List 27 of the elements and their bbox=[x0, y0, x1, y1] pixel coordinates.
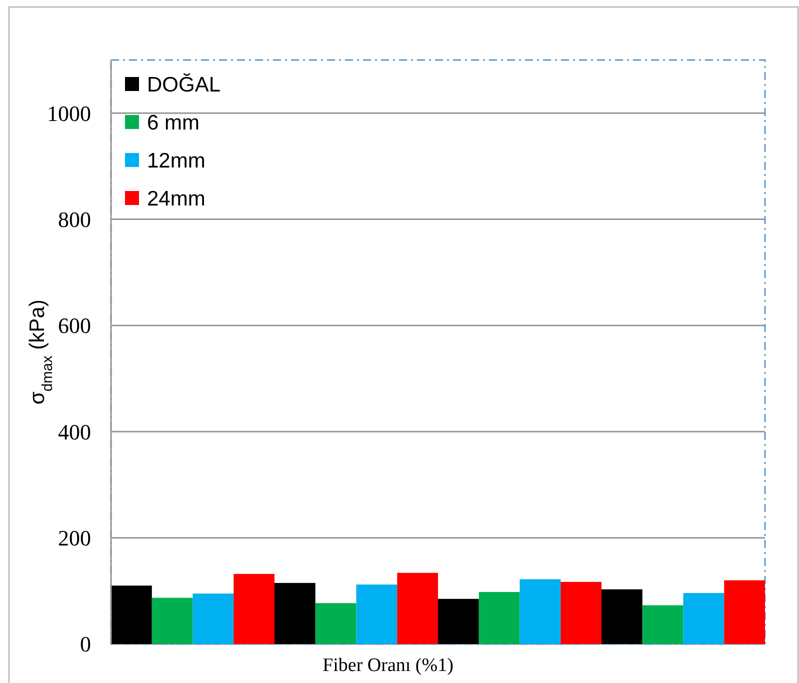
legend-label: 24mm bbox=[147, 187, 206, 210]
y-tick-label: 0 bbox=[80, 632, 91, 657]
bar bbox=[397, 572, 438, 644]
bar bbox=[724, 580, 765, 644]
bar bbox=[683, 593, 724, 644]
bar bbox=[152, 598, 193, 644]
y-tick-label: 1000 bbox=[47, 100, 91, 126]
y-tick-label: 200 bbox=[58, 526, 91, 551]
y-tick-label: 600 bbox=[58, 313, 91, 338]
bar bbox=[438, 598, 479, 644]
bar bbox=[478, 592, 520, 644]
bar bbox=[642, 605, 684, 644]
bar bbox=[315, 603, 356, 644]
x-axis-title: Fiber Oranı (%1) bbox=[322, 655, 454, 676]
bar bbox=[356, 584, 398, 644]
bar bbox=[560, 582, 602, 644]
bar bbox=[234, 574, 274, 644]
bar bbox=[602, 589, 642, 644]
legend-label: 12mm bbox=[147, 149, 206, 172]
bar bbox=[192, 594, 234, 644]
bar bbox=[111, 586, 152, 644]
y-tick-label: 800 bbox=[58, 206, 91, 232]
legend-label: 6 mm bbox=[147, 111, 200, 134]
legend-label: DOĞAL bbox=[147, 72, 221, 96]
bar bbox=[274, 582, 316, 644]
bar bbox=[520, 579, 561, 644]
y-tick-label: 400 bbox=[58, 419, 91, 444]
